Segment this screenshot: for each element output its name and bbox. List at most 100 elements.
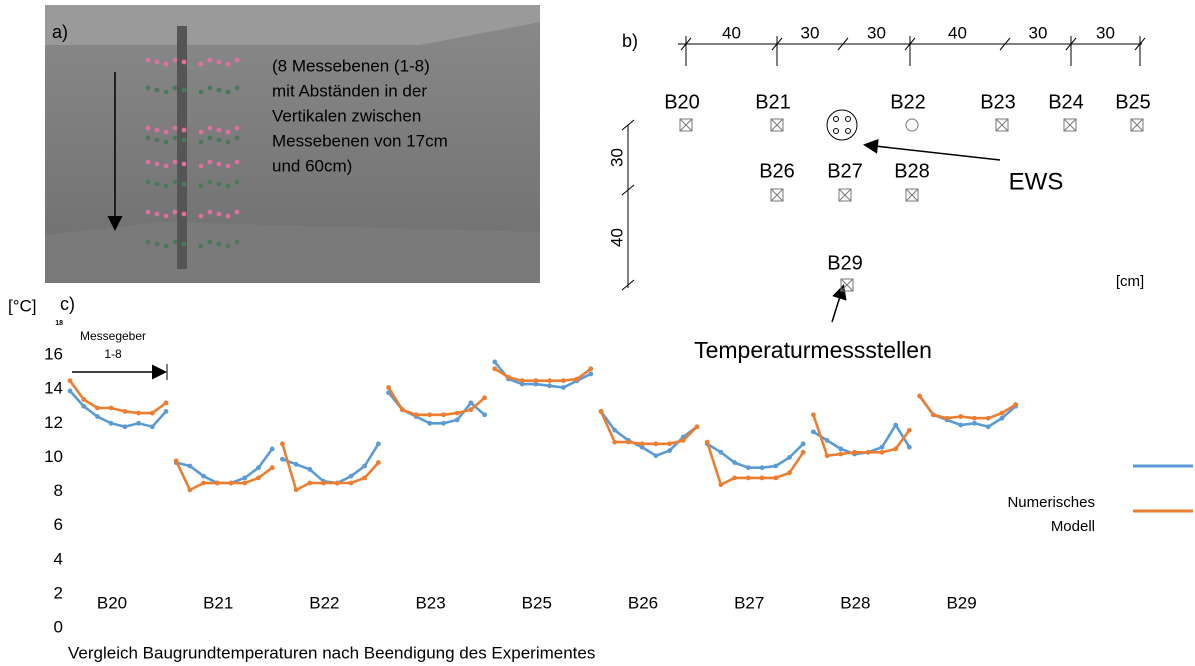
dimension-tick <box>999 37 1011 51</box>
sensor-dot <box>181 181 187 187</box>
data-point <box>773 475 779 481</box>
sensor-dot <box>234 159 240 165</box>
sensor-dot <box>181 137 187 143</box>
data-point <box>773 463 779 469</box>
dimension-label: 30 <box>801 23 820 42</box>
data-point <box>334 480 340 486</box>
dimension-tick <box>621 119 635 131</box>
data-point <box>81 403 87 409</box>
data-point <box>362 475 368 481</box>
data-point <box>307 466 313 472</box>
y-tick-label: 16 <box>44 345 63 364</box>
sensor-dot <box>154 137 160 143</box>
data-point <box>800 449 806 455</box>
sensor-dot <box>145 85 151 91</box>
x-tick-label: B27 <box>734 593 764 612</box>
dimension-label: 30 <box>1029 23 1048 42</box>
data-point <box>399 407 405 413</box>
sensor-label: B25 <box>1115 91 1151 113</box>
sensor-label: B22 <box>890 91 926 113</box>
data-point <box>560 385 566 390</box>
sensor-mark <box>905 118 919 132</box>
sensor-dot <box>225 243 231 249</box>
y-tick-label: 0 <box>54 617 63 636</box>
ews-pipes <box>833 116 851 134</box>
x-tick-label: B25 <box>522 593 552 612</box>
data-point <box>879 449 885 455</box>
sensor-dot <box>225 129 231 135</box>
data-point <box>468 407 474 413</box>
series-line <box>599 410 698 458</box>
caption-line: Messebenen von 17cm <box>272 131 448 150</box>
data-point <box>242 475 248 481</box>
data-point <box>680 437 686 443</box>
sensor-dot <box>216 161 222 167</box>
data-point <box>321 480 326 486</box>
data-point <box>441 420 446 426</box>
data-point <box>893 422 899 428</box>
sensor-dot <box>154 59 160 65</box>
annotation: 1-8 <box>104 347 122 361</box>
data-point <box>228 480 234 486</box>
x-tick-label: B28 <box>840 593 870 612</box>
x-tick-label: B20 <box>97 593 127 612</box>
data-point <box>811 429 816 435</box>
data-point <box>533 378 539 384</box>
dimension-label: 30 <box>607 148 626 167</box>
data-point <box>800 441 806 447</box>
sensor-dot <box>234 135 240 141</box>
series-line <box>706 442 805 469</box>
dimension-tick <box>837 37 849 51</box>
data-point <box>149 410 155 416</box>
y-unit: [°C] <box>8 296 37 315</box>
caption-line: Vertikalen zwischen <box>272 106 421 125</box>
series-line <box>281 443 380 492</box>
data-point <box>958 422 964 428</box>
data-point <box>122 424 128 430</box>
data-point <box>81 397 87 402</box>
data-point <box>653 441 659 447</box>
data-point <box>163 400 169 406</box>
data-point <box>917 393 922 399</box>
sensor-label: B27 <box>827 160 863 182</box>
data-point <box>560 378 566 384</box>
sensor-dot <box>216 127 222 133</box>
data-point <box>893 446 899 452</box>
data-point <box>187 463 193 469</box>
data-point <box>574 376 580 382</box>
data-point <box>201 480 207 486</box>
legend-label: Numerisches Modell <box>1007 494 1095 535</box>
y-tick-label: 8 <box>54 481 63 500</box>
y-tick-label: 2 <box>54 583 63 602</box>
annotation: Messegeber <box>80 329 146 343</box>
data-point <box>519 378 525 384</box>
data-point <box>108 420 114 426</box>
data-point <box>348 473 354 479</box>
data-point <box>547 378 553 384</box>
sensor-mark <box>1130 118 1144 132</box>
data-point <box>533 381 539 387</box>
arrow <box>831 284 847 323</box>
caption-line: mit Abständen in der <box>272 81 427 100</box>
dimension-label: 30 <box>867 23 886 42</box>
data-point <box>454 417 460 423</box>
data-point <box>1013 402 1018 407</box>
data-point <box>173 458 179 464</box>
sensor-dot <box>207 85 213 91</box>
sensor-dot <box>198 183 204 189</box>
panel-label: b) <box>622 31 638 51</box>
data-point <box>999 415 1005 421</box>
data-point <box>187 487 193 493</box>
sensor-dot <box>181 211 187 217</box>
sensor-mark <box>905 188 919 202</box>
sensor-mark <box>679 118 693 132</box>
data-point <box>256 475 261 481</box>
sensor-dot <box>207 135 213 141</box>
sensor-dot <box>154 87 160 93</box>
data-point <box>492 359 498 365</box>
y-tick-label: 14 <box>44 379 63 398</box>
caption-line: und 60cm) <box>272 156 352 175</box>
sensor-dot <box>198 89 204 95</box>
data-point <box>958 414 964 419</box>
sensor-mark <box>1063 118 1077 132</box>
